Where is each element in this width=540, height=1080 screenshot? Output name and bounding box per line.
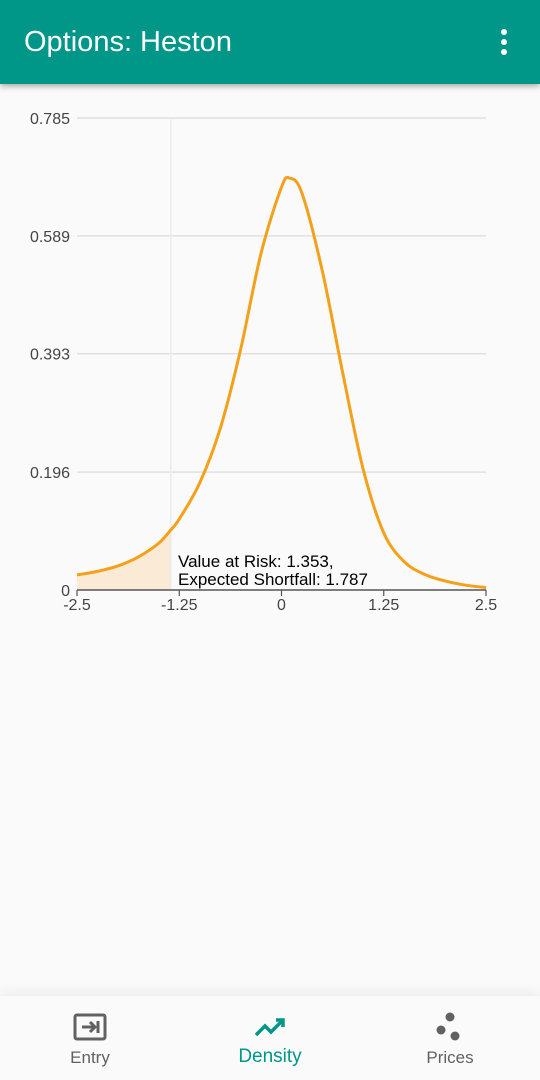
y-tick-label: 0.196 [30,465,70,482]
y-tick-label: 0.785 [30,111,70,128]
x-tick-label: -2.5 [63,597,91,614]
density-curve-group [76,175,487,590]
annotation-es: Expected Shortfall: 1.787 [178,570,368,589]
annotation-var: Value at Risk: 1.353, [178,552,334,571]
bottom-navigation: Entry Density Prices [0,996,540,1080]
more-vert-dot [501,39,507,45]
nav-density[interactable]: Density [180,996,360,1080]
page-title: Options: Heston [24,26,232,58]
nav-prices-label: Prices [426,1048,474,1067]
x-tick-label: 2.5 [475,597,497,614]
density-curve [76,175,487,590]
var-tail-area [77,529,171,590]
nav-entry[interactable]: Entry [0,996,180,1080]
y-tick-label: 0.393 [30,347,70,364]
x-tick-label: 1.25 [368,597,399,614]
grid-lines [77,117,486,473]
app-bar: Options: Heston [0,0,540,84]
var-shaded-region [77,529,171,590]
nav-prices[interactable]: Prices [360,996,540,1080]
more-vert-dot [501,49,507,55]
nav-entry-label: Entry [70,1048,110,1067]
y-tick-label: 0 [61,583,70,600]
more-vert-icon [501,29,507,35]
entry-icon [72,1012,108,1042]
nav-density-label: Density [238,1046,302,1067]
y-tick-label: 0.589 [30,229,70,246]
x-tick-label: 0 [277,597,286,614]
scatter-dots-icon [432,1012,468,1042]
risk-annotation: Value at Risk: 1.353, Expected Shortfall… [178,552,368,589]
x-tick-label: -1.25 [161,597,198,614]
y-tick-labels: 0 0.196 0.393 0.589 0.785 [30,111,70,600]
axes [76,589,487,596]
trending-up-icon [252,1012,288,1042]
x-tick-labels: -2.5 -1.25 0 1.25 2.5 [63,597,497,614]
more-options-button[interactable] [488,26,520,58]
